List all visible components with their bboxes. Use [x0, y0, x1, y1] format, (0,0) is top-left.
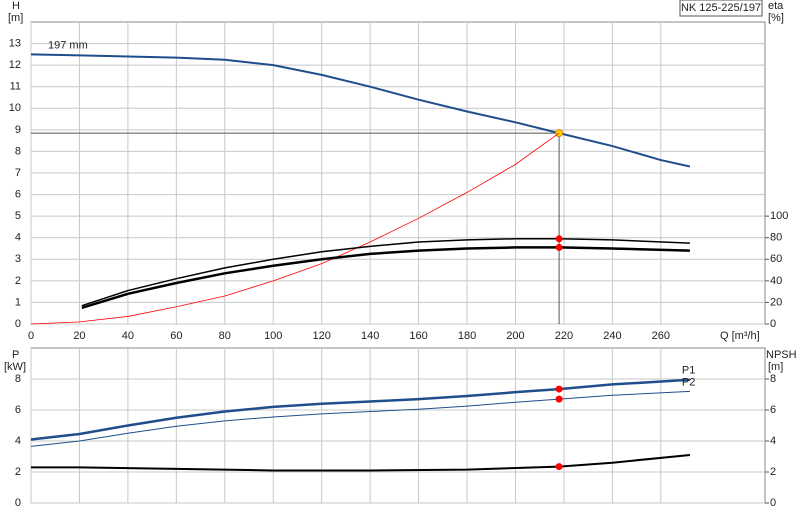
y2-unit: [%] — [768, 12, 784, 24]
x-tick-label: 0 — [28, 330, 34, 342]
y2-tick-label: 40 — [770, 275, 782, 287]
title-box — [679, 0, 763, 17]
x-tick-label: 40 — [122, 330, 134, 342]
x-tick-label: 120 — [313, 330, 331, 342]
y-label: P — [12, 349, 19, 361]
y-tick-label: 2 — [15, 275, 21, 287]
x-tick-label: 160 — [409, 330, 427, 342]
y-tick-label: 9 — [15, 124, 21, 136]
y-tick-label: 10 — [9, 102, 21, 114]
x-tick-label: 220 — [555, 330, 573, 342]
curve — [30, 53, 691, 168]
y-tick-label: 0 — [15, 318, 21, 330]
y-tick-label: 1 — [15, 296, 21, 308]
y2-tick-label: 60 — [770, 253, 782, 265]
curve — [30, 378, 690, 441]
curve-label: P2 — [682, 376, 695, 388]
y2-tick-label: 4 — [770, 435, 776, 447]
y2-tick-label: 20 — [770, 296, 782, 308]
y-tick-label: 5 — [15, 210, 21, 222]
y-tick-label: 2 — [15, 466, 21, 478]
y-tick-label: 6 — [15, 404, 21, 416]
curve-label: 197 mm — [48, 39, 88, 51]
x-tick-label: 100 — [264, 330, 282, 342]
y2-label: eta — [768, 0, 784, 12]
y-tick-label: 4 — [15, 232, 21, 244]
y2-label: NPSH — [766, 349, 797, 361]
y-unit: [kW] — [4, 361, 26, 373]
duty-point — [555, 243, 563, 251]
y-tick-label: 0 — [15, 497, 21, 509]
y2-tick-label: 2 — [770, 466, 776, 478]
chart-title: NK 125-225/197 — [681, 2, 761, 14]
y2-tick-label: 0 — [770, 497, 776, 509]
y-tick-label: 8 — [15, 373, 21, 385]
y-unit: [m] — [8, 12, 23, 24]
x-label: Q [m³/h] — [720, 330, 760, 342]
y-tick-label: 8 — [15, 145, 21, 157]
curve — [30, 390, 690, 447]
y2-unit: [m] — [768, 361, 783, 373]
y-tick-label: 4 — [15, 435, 21, 447]
y-tick-label: 3 — [15, 253, 21, 265]
x-tick-label: 60 — [170, 330, 182, 342]
curve — [30, 132, 560, 325]
plot-area — [30, 347, 766, 504]
y2-tick-label: 0 — [770, 318, 776, 330]
y2-tick-label: 8 — [770, 373, 776, 385]
duty-point — [555, 395, 563, 403]
duty-point — [555, 463, 563, 471]
x-tick-label: 140 — [361, 330, 379, 342]
y-label: H — [12, 0, 20, 12]
y2-tick-label: 6 — [770, 404, 776, 416]
y-tick-label: 12 — [9, 59, 21, 71]
duty-point — [555, 385, 563, 393]
x-tick-label: 80 — [219, 330, 231, 342]
y-tick-label: 11 — [10, 81, 21, 93]
x-tick-label: 240 — [603, 330, 621, 342]
y-tick-label: 7 — [15, 167, 21, 179]
y-tick-label: 6 — [15, 188, 21, 200]
y2-tick-label: 100 — [770, 210, 788, 222]
curve — [31, 453, 691, 472]
y-tick-label: 13 — [9, 37, 21, 49]
x-tick-label: 20 — [73, 330, 85, 342]
x-tick-label: 180 — [458, 330, 476, 342]
x-tick-label: 200 — [506, 330, 524, 342]
y2-tick-label: 80 — [770, 232, 782, 244]
duty-point — [555, 235, 563, 243]
curve-label: P1 — [682, 365, 695, 377]
x-tick-label: 260 — [652, 330, 670, 342]
